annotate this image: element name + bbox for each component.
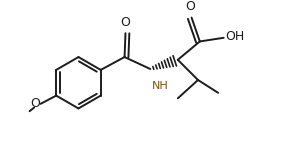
Text: O: O xyxy=(186,0,196,13)
Text: OH: OH xyxy=(225,30,245,43)
Text: O: O xyxy=(30,97,40,110)
Text: O: O xyxy=(121,16,130,29)
Text: NH: NH xyxy=(152,81,169,91)
